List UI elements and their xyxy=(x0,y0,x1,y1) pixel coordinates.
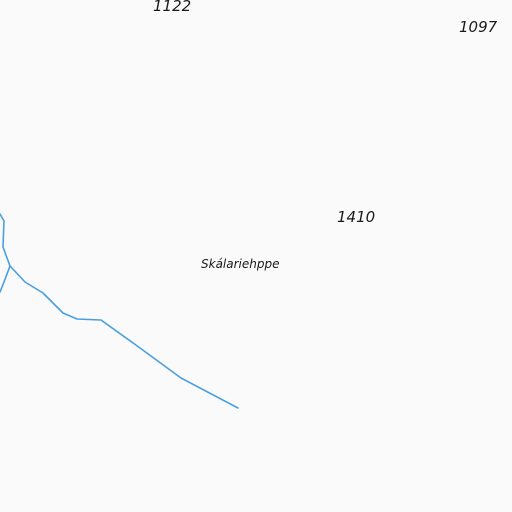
elevation-label: 1122 xyxy=(153,0,192,15)
elevation-label: 1097 xyxy=(459,18,498,36)
place-name-label: Skálariehppe xyxy=(201,257,280,271)
elevation-label: 1410 xyxy=(337,208,376,226)
stream-main xyxy=(0,213,239,409)
stream-branch xyxy=(0,265,11,293)
